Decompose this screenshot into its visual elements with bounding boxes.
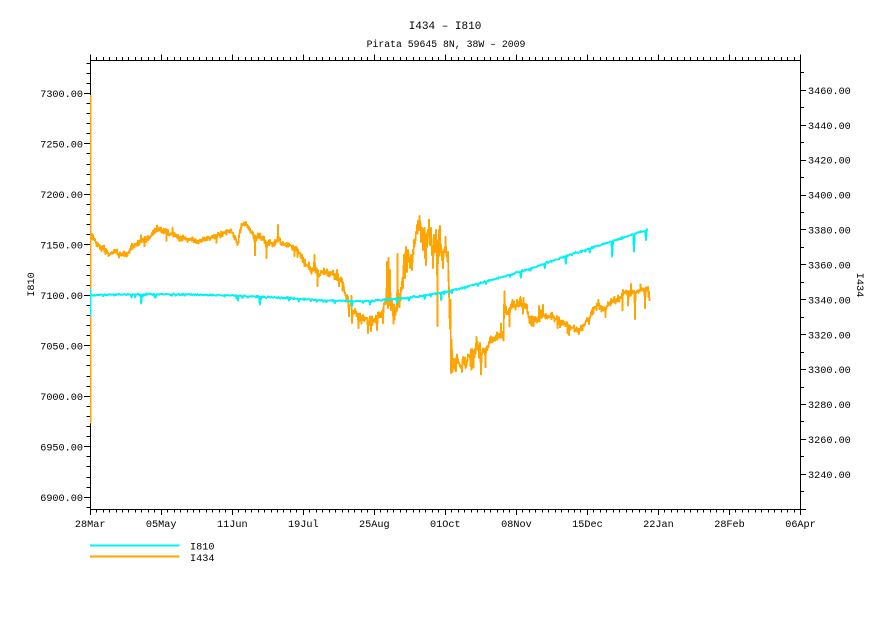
svg-text:3240.00: 3240.00 (808, 471, 851, 482)
svg-text:I810: I810 (190, 543, 214, 554)
svg-text:6900.00: 6900.00 (40, 494, 83, 505)
svg-text:22Jan: 22Jan (643, 520, 674, 531)
svg-text:3400.00: 3400.00 (808, 192, 851, 203)
svg-text:28Feb: 28Feb (714, 519, 745, 531)
svg-text:15Dec: 15Dec (572, 520, 603, 531)
svg-text:3440.00: 3440.00 (808, 122, 851, 133)
svg-text:06Apr: 06Apr (785, 520, 816, 531)
svg-text:3420.00: 3420.00 (808, 157, 851, 168)
svg-text:19Jul: 19Jul (288, 519, 319, 531)
svg-text:6950.00: 6950.00 (40, 443, 83, 454)
svg-text:3320.00: 3320.00 (808, 331, 851, 342)
svg-text:3260.00: 3260.00 (808, 436, 851, 447)
svg-text:11Jun: 11Jun (217, 520, 248, 531)
svg-text:25Aug: 25Aug (359, 520, 390, 531)
svg-text:3300.00: 3300.00 (808, 366, 851, 377)
svg-text:3340.00: 3340.00 (808, 296, 851, 307)
svg-text:3380.00: 3380.00 (808, 227, 851, 238)
svg-text:3280.00: 3280.00 (808, 401, 851, 412)
svg-text:7250.00: 7250.00 (40, 141, 83, 152)
svg-text:3460.00: 3460.00 (808, 87, 851, 98)
svg-text:I810: I810 (27, 272, 38, 296)
svg-text:05May: 05May (146, 520, 177, 531)
svg-text:7150.00: 7150.00 (40, 241, 83, 252)
svg-text:28Mar: 28Mar (75, 520, 106, 531)
svg-text:3360.00: 3360.00 (808, 261, 851, 272)
svg-text:7100.00: 7100.00 (40, 292, 83, 303)
svg-text:I434 – I810: I434 – I810 (409, 21, 482, 33)
svg-text:7200.00: 7200.00 (40, 191, 83, 202)
svg-text:7000.00: 7000.00 (40, 393, 83, 404)
svg-text:7050.00: 7050.00 (40, 342, 83, 353)
svg-text:I434: I434 (853, 273, 864, 297)
svg-text:08Nov: 08Nov (501, 520, 532, 531)
svg-text:01Oct: 01Oct (430, 520, 461, 531)
svg-text:I434: I434 (190, 554, 214, 565)
svg-text:Pirata 59645 8N, 38W – 2009: Pirata 59645 8N, 38W – 2009 (367, 39, 526, 50)
svg-text:7300.00: 7300.00 (40, 90, 83, 101)
